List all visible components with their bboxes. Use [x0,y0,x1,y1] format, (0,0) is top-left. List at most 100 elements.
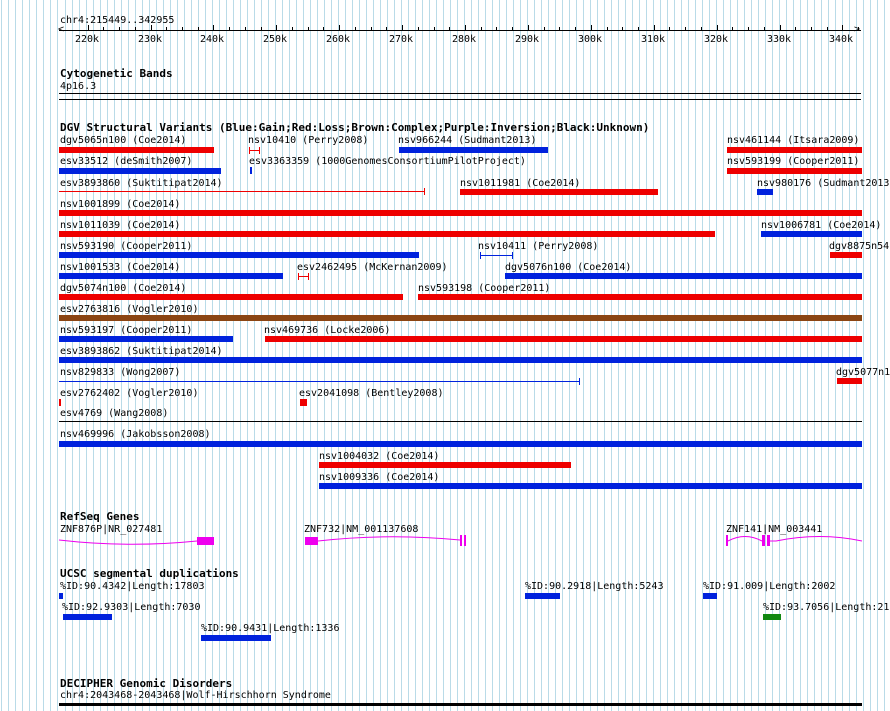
ruler-tick [339,25,340,31]
feature-complex[interactable] [59,315,862,321]
segdup-feature[interactable] [201,635,271,641]
feature-gain[interactable] [59,273,283,279]
refseq-gene-models[interactable] [0,530,890,554]
segdup-feature[interactable] [703,593,717,599]
ruler-tick [591,25,592,31]
feature-loss[interactable] [298,276,309,277]
feature-gain[interactable] [59,357,862,363]
feature-label: nsv1011039 (Coe2014) [60,220,181,231]
feature-gain[interactable] [250,167,252,174]
feature-end-tick [308,273,309,280]
feature-gain[interactable] [399,147,548,153]
feature-label: nsv980176 (Sudmant2013 [757,178,890,189]
feature-label: esv2462495 (McKernan2009) [297,262,448,273]
segdup-label: %ID:90.4342|Length:17803 [60,581,205,592]
ruler-left-arrow: < [58,24,65,35]
feature-gain[interactable] [59,441,862,447]
ruler-coordinates: chr4:215449..342955 [60,15,175,26]
feature-loss[interactable] [59,147,214,153]
ruler-tick [528,25,529,31]
feature-end-tick [512,252,513,259]
feature-loss[interactable] [59,399,61,406]
segdup-label: %ID:90.2918|Length:5243 [525,581,664,592]
feature-gain[interactable] [59,336,233,342]
ruler-minor-tick [434,27,435,31]
feature-gain[interactable] [319,483,862,489]
feature-loss[interactable] [59,294,403,300]
feature-gain[interactable] [757,189,773,195]
ruler-minor-tick [575,27,576,31]
feature-end-tick [579,378,580,385]
ruler-minor-tick [418,27,419,31]
segdup-feature[interactable] [763,614,781,620]
feature-gain[interactable] [761,231,862,237]
track-title-cytoband[interactable]: Cytogenetic Bands [60,67,173,80]
gene-label: ZNF141|NM_003441 [726,524,823,535]
feature-unknown[interactable] [59,421,862,422]
track-title-segdup[interactable]: UCSC segmental duplications [60,567,239,580]
ruler-minor-tick [198,27,199,31]
cytoband-bar[interactable] [59,93,861,94]
ruler-right-arrow: > [854,24,860,35]
segdup-feature[interactable] [63,614,112,620]
ruler-minor-tick [512,27,513,31]
track-title-refseq[interactable]: RefSeq Genes [60,510,140,523]
segdup-feature[interactable] [525,593,560,599]
feature-loss[interactable] [319,462,571,468]
feature-loss[interactable] [265,336,862,342]
ruler-minor-tick [386,27,387,31]
feature-gain[interactable] [59,252,419,258]
feature-loss[interactable] [830,252,862,258]
decipher-feature[interactable] [59,703,862,706]
feature-end-tick [249,147,250,154]
feature-loss[interactable] [727,168,862,174]
feature-gain[interactable] [505,273,862,279]
feature-loss[interactable] [727,147,862,153]
feature-gain[interactable] [480,255,513,256]
feature-loss[interactable] [418,294,862,300]
ruler-tick [402,25,403,31]
feature-label: nsv1009336 (Coe2014) [319,472,440,483]
feature-loss[interactable] [59,191,425,192]
feature-label: esv33512 (deSmith2007) [60,156,193,167]
ruler-minor-tick [559,27,560,31]
segdup-feature[interactable] [59,593,63,599]
ruler-tick-label: 250k [263,34,288,45]
ruler-minor-tick [669,27,670,31]
feature-loss[interactable] [59,231,715,237]
feature-loss[interactable] [300,399,307,406]
decipher-label: chr4:2043468-2043468|Wolf-Hirschhorn Syn… [60,690,331,701]
ruler-minor-tick [827,27,828,31]
ruler-minor-tick [607,27,608,31]
feature-label: dgv5074n100 (Coe2014) [60,283,187,294]
ruler-minor-tick [355,27,356,31]
ruler-minor-tick [166,27,167,31]
ruler-tick-label: 220k [75,34,100,45]
feature-label: nsv1011981 (Coe2014) [460,178,581,189]
ruler-minor-tick [371,27,372,31]
feature-end-tick [480,252,481,259]
ruler-tick [88,25,89,31]
gene-label: ZNF876P|NR_027481 [60,524,163,535]
feature-label: nsv10411 (Perry2008) [478,241,599,252]
feature-label: esv3893862 (Suktitipat2014) [60,346,223,357]
feature-gain[interactable] [59,168,221,174]
ruler-minor-tick [261,27,262,31]
ruler-tick [717,25,718,31]
ruler-minor-tick [103,27,104,31]
ruler-axis [59,30,861,31]
ruler-tick [465,25,466,31]
ruler-minor-tick [481,27,482,31]
feature-gain[interactable] [59,381,579,382]
ruler-minor-tick [764,27,765,31]
track-title-decipher[interactable]: DECIPHER Genomic Disorders [60,677,233,690]
ruler-minor-tick [245,27,246,31]
feature-loss[interactable] [460,189,658,195]
feature-loss[interactable] [59,210,862,216]
feature-loss[interactable] [837,378,862,384]
feature-loss[interactable] [249,150,260,151]
feature-label: esv4769 (Wang2008) [60,408,169,419]
track-title-dgv[interactable]: DGV Structural Variants (Blue:Gain;Red:L… [60,121,650,134]
feature-end-tick [298,273,299,280]
feature-label: esv2762402 (Vogler2010) [60,388,199,399]
